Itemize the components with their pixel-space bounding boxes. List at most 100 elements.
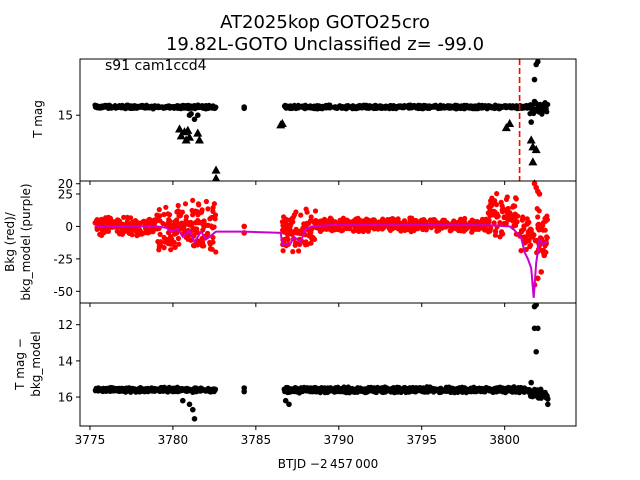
upper-limit-marker — [212, 193, 221, 201]
background-point — [163, 204, 169, 210]
bkg-model-line — [94, 224, 548, 298]
detection-point — [379, 105, 385, 111]
upper-limit-marker — [212, 173, 221, 181]
background-point — [389, 216, 395, 222]
background-point — [183, 218, 189, 224]
background-point — [541, 247, 547, 253]
background-point — [134, 233, 140, 239]
difference-point — [384, 386, 391, 392]
detection-point — [344, 105, 350, 111]
difference-point — [407, 387, 413, 393]
upper-limit-marker — [531, 144, 541, 154]
difference-point — [139, 387, 145, 393]
difference-point — [282, 397, 289, 404]
detection-point — [110, 104, 116, 110]
background-point — [210, 208, 216, 214]
panel-annotation: s91 cam1ccd4 — [105, 58, 207, 74]
background-point — [114, 228, 120, 234]
background-point — [544, 235, 550, 241]
background-point — [535, 214, 541, 220]
detection-point — [501, 103, 507, 109]
background-point — [280, 248, 286, 254]
background-point — [124, 214, 130, 220]
detection-point — [449, 103, 455, 109]
background-point — [491, 220, 497, 226]
background-point — [188, 222, 194, 229]
background-point — [285, 226, 291, 232]
background-point — [536, 191, 543, 197]
detection-point — [456, 104, 462, 110]
background-point — [290, 214, 296, 220]
background-point — [139, 231, 145, 237]
background-point — [530, 234, 536, 240]
background-point — [175, 202, 181, 209]
background-point — [543, 218, 549, 224]
detection-point — [494, 104, 500, 111]
difference-point — [285, 389, 291, 396]
background-point — [534, 206, 540, 212]
x-tick-label: 3780 — [158, 433, 189, 447]
detection-point — [399, 104, 405, 110]
detection-point — [535, 59, 541, 65]
difference-point — [399, 387, 405, 393]
detection-point — [191, 116, 198, 123]
background-point — [156, 247, 162, 253]
difference-point — [343, 387, 349, 393]
background-point — [360, 228, 366, 235]
difference-point — [469, 387, 475, 393]
upper-limit-marker — [175, 124, 185, 133]
difference-point — [190, 387, 196, 393]
background-point — [325, 226, 331, 232]
background-point — [162, 239, 168, 245]
background-point — [308, 217, 314, 223]
x-tick-label: 3795 — [406, 433, 437, 447]
background-point — [169, 236, 175, 242]
detection-point — [335, 104, 341, 110]
background-point — [194, 209, 200, 215]
background-point — [395, 226, 401, 232]
difference-point — [429, 385, 436, 391]
y-tick-label: -50 — [53, 285, 73, 299]
difference-point — [210, 386, 216, 392]
difference-point — [450, 388, 456, 394]
difference-point — [391, 390, 397, 396]
difference-point — [128, 386, 134, 392]
background-point — [155, 239, 161, 245]
background-point — [293, 226, 299, 232]
background-point — [208, 223, 214, 229]
difference-point — [164, 388, 171, 394]
background-point — [212, 212, 219, 218]
detection-point — [117, 104, 123, 110]
background-point — [327, 215, 333, 221]
difference-point — [108, 384, 114, 391]
background-point — [168, 247, 174, 253]
detection-point — [463, 105, 469, 111]
difference-point — [174, 384, 180, 390]
difference-point — [304, 385, 311, 391]
background-point — [108, 221, 115, 227]
background-point — [407, 216, 413, 222]
background-point — [161, 211, 167, 218]
background-point — [199, 209, 205, 215]
detection-point — [297, 104, 303, 110]
detection-point — [373, 103, 379, 109]
detection-point — [188, 111, 194, 117]
detection-point — [192, 103, 198, 109]
detection-point — [536, 106, 543, 113]
background-point — [190, 242, 197, 249]
difference-point — [117, 388, 123, 394]
background-point — [490, 210, 496, 216]
upper-limit-marker — [211, 165, 221, 174]
difference-point — [391, 385, 397, 391]
difference-point — [313, 387, 319, 393]
detection-point — [543, 106, 549, 112]
panel-1-ylabel-line-1: Bkg (red)/ — [3, 211, 17, 272]
difference-point — [465, 387, 471, 393]
difference-point — [424, 389, 431, 395]
detection-point — [319, 103, 325, 109]
background-point — [201, 243, 207, 249]
difference-point — [173, 388, 179, 395]
background-point — [213, 249, 219, 255]
background-point — [175, 235, 181, 242]
